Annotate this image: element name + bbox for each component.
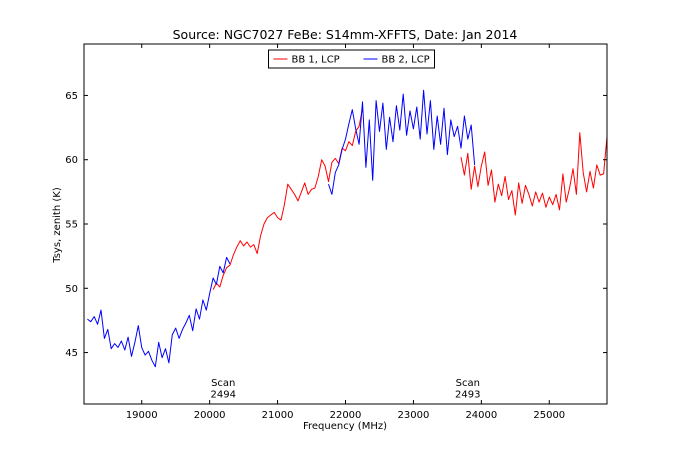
y-tick-label: 65 [65, 91, 78, 102]
legend-box [268, 49, 435, 69]
x-axis-label: Frequency (MHz) [303, 421, 387, 432]
chart-title: Source: NGC7027 FeBe: S14mm-XFFTS, Date:… [173, 27, 518, 42]
y-tick-label: 50 [65, 284, 78, 295]
plot-frame [83, 43, 608, 405]
legend-entry-2: BB 2, LCP [382, 55, 430, 66]
series-line-1 [212, 108, 608, 290]
y-tick-label: 55 [65, 220, 78, 231]
y-tick-label: 60 [65, 155, 78, 166]
scan-annotation-1: Scan [211, 378, 235, 389]
x-tick-label: 21000 [262, 410, 294, 421]
y-axis-label: Tsys, zenith (K) [52, 187, 63, 264]
series-line-2 [87, 89, 476, 368]
x-tick-label: 22000 [330, 410, 362, 421]
x-tick-label: 23000 [398, 410, 430, 421]
x-tick-label: 20000 [194, 410, 226, 421]
y-tick-label: 45 [65, 348, 78, 359]
x-tick-label: 25000 [533, 410, 565, 421]
x-tick-label: 24000 [465, 410, 497, 421]
scan-annotation-2: 2493 [455, 390, 480, 401]
x-tick-label: 19000 [126, 410, 158, 421]
legend-entry-1: BB 1, LCP [292, 55, 340, 66]
scan-annotation-2: Scan [456, 378, 480, 389]
scan-annotation-1: 2494 [211, 390, 236, 401]
